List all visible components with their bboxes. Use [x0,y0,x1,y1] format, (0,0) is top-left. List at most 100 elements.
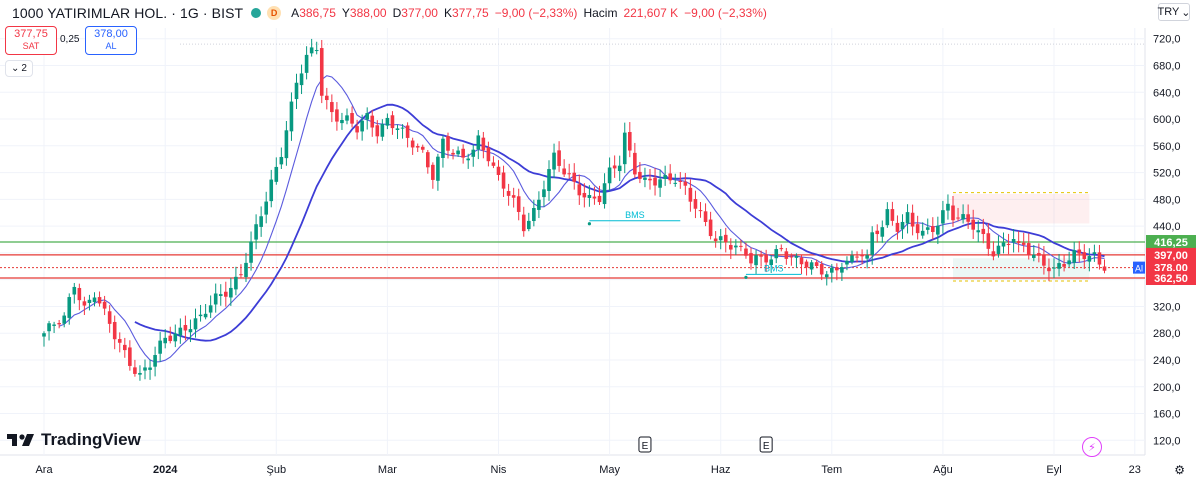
candle-body [986,233,991,249]
x-tick-label: Ara [35,464,53,476]
y-tick-label: 120,0 [1153,435,1181,447]
price-level-tag [1146,247,1196,262]
gear-icon[interactable]: ⚙ [1174,463,1185,477]
candle-body [284,130,289,159]
candle-body [804,261,809,268]
earnings-marker-label: E [763,441,770,452]
open-value: 386,75 [299,6,336,20]
candle-body [1042,255,1046,266]
x-tick-label: Eyl [1046,464,1061,476]
candle-body [299,73,304,86]
buy-order-marker [1133,261,1145,274]
buy-order-marker-label: Al [1135,264,1143,274]
brand-name: TradingView [41,430,141,449]
buy-button[interactable]: 378,00 AL [85,26,137,55]
candle-body [274,166,279,182]
close-label: K [443,6,452,20]
candle-body [941,210,945,224]
candle-body [259,216,263,227]
candle-body [52,324,56,326]
candle-body [400,127,405,129]
low-value: 377,00 [401,6,438,20]
candle-body [819,264,824,275]
ohlc-readout: A 386,75 Y 388,00 D 377,00 K 377,75 −9,00 (−… [291,6,767,20]
x-tick-label: Şub [267,464,287,476]
candle-body [617,165,622,172]
candle-body [426,152,430,168]
earnings-marker-label: E [642,441,649,452]
bms-dot [744,275,748,279]
candle-body [163,337,167,344]
candle-body [153,355,157,367]
candle-body [809,262,814,270]
candle-body [325,95,329,101]
candle-body [971,219,975,230]
candle-body [612,165,617,169]
candle-body [294,82,299,100]
x-tick-label: Tem [821,464,842,476]
indicators-toggle-button[interactable]: ⌄ 2 [5,60,33,77]
candle-body [375,125,380,137]
lightning-icon[interactable]: ⚡ [1082,437,1102,457]
chevron-down-icon: ⌄ [1181,6,1191,19]
candle-body [47,323,51,332]
candle-body [319,48,324,96]
candle-body [340,120,344,124]
candle-body [885,209,890,226]
close-value: 377,75 [452,6,489,20]
price-level-tag-label: 362,50 [1154,273,1188,285]
candle-body [683,181,688,186]
candle-body [173,333,178,342]
candle-body [466,158,470,161]
candle-body [769,259,773,266]
candle-body [370,115,375,128]
low-label: D [392,6,402,20]
tradingview-logo[interactable]: TradingView [7,430,141,450]
candle-body [779,248,784,250]
candle-body [269,179,274,202]
candle-body [390,115,395,129]
bms-label: BMS [764,263,784,273]
candle-body [82,301,87,306]
candle-body [77,287,82,301]
candle-body [431,164,435,180]
earnings-marker [759,436,773,453]
candle-body [42,333,46,337]
candle-body [330,102,334,113]
y-tick-label: 440,0 [1153,221,1181,233]
candle-body [693,199,698,209]
candle-body [264,201,268,215]
candle-body [723,234,728,243]
candle-body [521,214,526,232]
candle-body [97,297,102,304]
candle-body [117,339,122,343]
y-tick-label: 200,0 [1153,382,1181,394]
candle-body [729,244,733,250]
tradingview-logo-icon [7,434,34,446]
candle-body [900,221,905,230]
volume-change: −9,00 (−2,33%) [684,6,767,20]
candle-body [875,230,880,235]
symbol-title[interactable]: 1000 YATIRIMLAR HOL. · 1G · BIST [12,5,244,21]
candle-body [436,156,440,181]
candle-body [511,195,516,198]
candle-body [703,211,708,222]
sell-button[interactable]: 377,75 SAT [5,26,57,55]
ma-fast-line [58,75,1105,363]
candle-body [1062,264,1066,267]
candle-body [759,255,763,257]
currency-selector[interactable]: TRY ⌄ [1157,3,1191,21]
candle-body [1016,241,1021,243]
change-value: −9,00 (−2,33%) [494,6,578,20]
candle-body [345,115,349,121]
candle-body [713,238,718,242]
candle-body [279,156,284,165]
candle-body [491,162,496,166]
candle-body [895,222,900,232]
candle-body [1092,252,1097,254]
candle-body [309,47,314,54]
demand-zone [953,258,1090,280]
candle-body [254,224,258,240]
candle-body [855,256,859,258]
